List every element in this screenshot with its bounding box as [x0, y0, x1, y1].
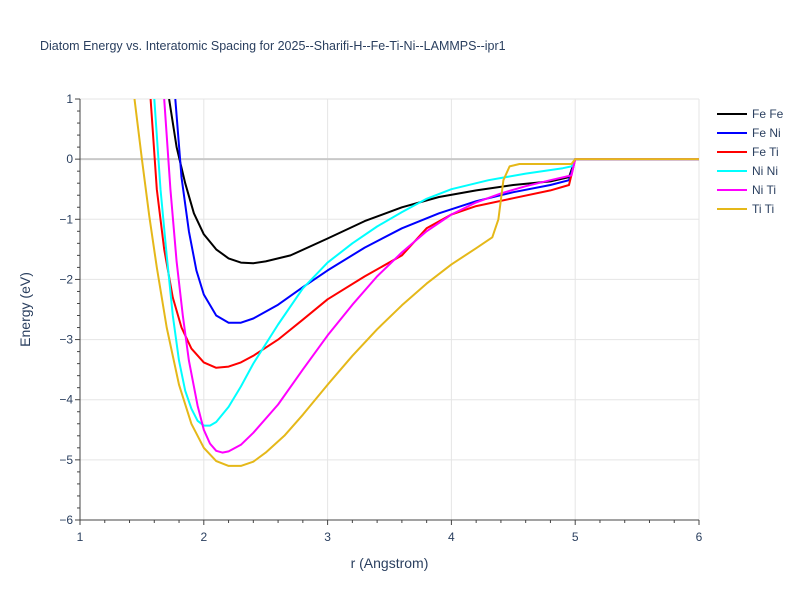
y-tick-label: −3: [59, 333, 73, 347]
x-tick-label: 1: [77, 530, 84, 544]
x-axis-title: r (Angstrom): [351, 555, 429, 571]
series-line-fe-fe: [168, 99, 699, 265]
legend: Fe Fe Fe Ni Fe Ti Ni Ni Ni Ti Ti Ti: [717, 107, 784, 216]
series-lines: [133, 99, 699, 467]
series-line-ni-ti: [163, 99, 699, 454]
x-tick-label: 3: [324, 530, 331, 544]
chart-title: Diatom Energy vs. Interatomic Spacing fo…: [40, 39, 506, 53]
x-tick-label: 4: [448, 530, 455, 544]
y-tick-label: −6: [59, 513, 73, 527]
x-tick-label: 6: [696, 530, 703, 544]
legend-label: Fe Ti: [752, 145, 779, 159]
axes: [75, 98, 700, 525]
y-tick-label: 1: [66, 92, 73, 106]
x-tick-label: 5: [572, 530, 579, 544]
x-tick-label: 2: [200, 530, 207, 544]
series-line-fe-ni: [174, 99, 699, 324]
legend-label: Fe Fe: [752, 107, 784, 121]
y-tick-label: 0: [66, 152, 73, 166]
series-line-ni-ni: [153, 99, 699, 427]
legend-label: Ni Ti: [752, 183, 776, 197]
y-tick-label: −5: [59, 453, 73, 467]
legend-label: Ni Ni: [752, 164, 778, 178]
series-line-fe-ti: [149, 99, 699, 369]
series-line-ti-ti: [133, 99, 699, 467]
y-tick-label: −2: [59, 272, 73, 286]
legend-label: Ti Ti: [752, 202, 774, 216]
y-tick-label: −1: [59, 212, 73, 226]
legend-label: Fe Ni: [752, 126, 781, 140]
y-tick-label: −4: [59, 393, 73, 407]
y-axis-title: Energy (eV): [17, 272, 33, 347]
tick-labels: 1 2 3 4 5 6 1 0 −1 −2 −3 −4 −5 −6: [59, 92, 702, 544]
